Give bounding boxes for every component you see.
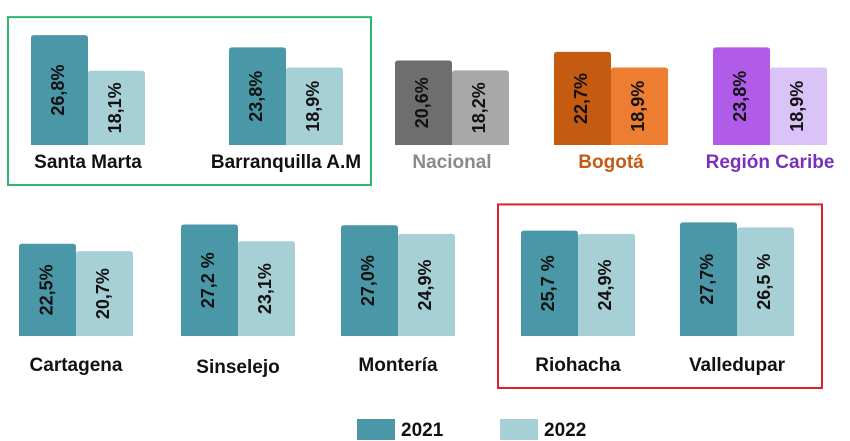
bar <box>611 67 668 145</box>
value-label: 27,7% <box>697 254 717 305</box>
category-label: Nacional <box>412 152 491 173</box>
category-label: Riohacha <box>535 355 621 376</box>
bar <box>398 233 455 336</box>
bar <box>521 230 578 336</box>
value-label: 26,8% <box>48 65 68 116</box>
value-label: 27,0% <box>358 255 378 306</box>
value-label: 18,9% <box>303 81 323 132</box>
category-label: Barranquilla A.M <box>211 152 361 173</box>
bar <box>31 35 88 146</box>
value-label: 23,8% <box>730 71 750 122</box>
value-label: 22,5% <box>36 264 56 315</box>
bar <box>578 233 635 336</box>
bar <box>554 51 611 145</box>
value-label: 25,7 % <box>538 255 558 311</box>
category-label: Cartagena <box>30 355 123 376</box>
legend-label: 2022 <box>544 420 586 441</box>
bar <box>770 67 827 145</box>
value-label: 22,7% <box>571 73 591 124</box>
highlight-box <box>7 16 372 187</box>
value-label: 24,9% <box>595 259 615 310</box>
highlight-box <box>497 203 823 389</box>
bar <box>19 243 76 336</box>
bar <box>76 251 133 336</box>
bar <box>229 47 286 145</box>
bar <box>713 47 770 145</box>
value-label: 18,1% <box>105 82 125 133</box>
category-label: Santa Marta <box>34 152 142 173</box>
value-label: 20,7% <box>93 268 113 319</box>
legend-swatch <box>500 419 538 440</box>
bar <box>286 67 343 145</box>
bar <box>737 227 794 336</box>
legend-swatch <box>357 419 395 440</box>
value-label: 23,1% <box>255 263 275 314</box>
bar <box>452 70 509 145</box>
bar <box>238 241 295 336</box>
value-label: 20,6% <box>412 77 432 128</box>
value-label: 18,9% <box>787 81 807 132</box>
bar <box>88 70 145 145</box>
category-label: Región Caribe <box>706 152 835 173</box>
value-label: 27,2 % <box>198 252 218 308</box>
category-label: Sinselejo <box>196 357 279 378</box>
category-label: Valledupar <box>689 355 786 376</box>
bar <box>181 224 238 336</box>
legend-label: 2021 <box>401 420 444 441</box>
value-label: 24,9% <box>415 259 435 310</box>
bar <box>341 225 398 336</box>
value-label: 23,8% <box>246 71 266 122</box>
value-label: 18,2% <box>469 82 489 133</box>
bar <box>395 60 452 145</box>
value-label: 26,5 % <box>754 254 774 310</box>
category-label: Montería <box>358 355 438 376</box>
bar <box>680 222 737 336</box>
category-label: Bogotá <box>578 152 644 173</box>
value-label: 18,9% <box>628 81 648 132</box>
